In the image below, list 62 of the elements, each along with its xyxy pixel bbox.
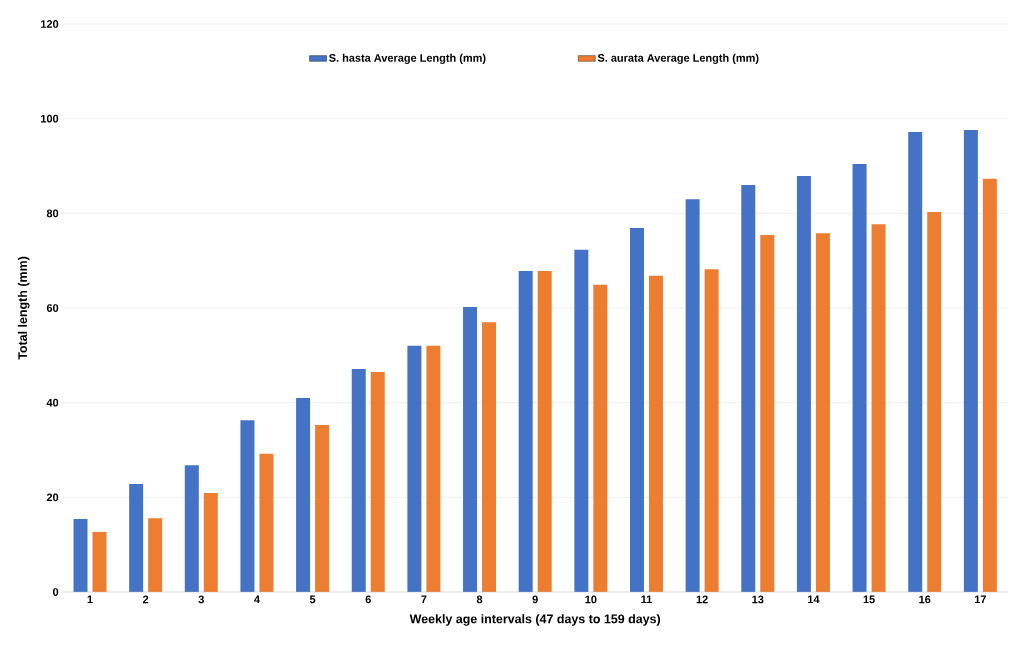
x-tick-label: 8 bbox=[476, 595, 483, 604]
bar bbox=[593, 284, 608, 592]
x-tick-label: 2 bbox=[142, 595, 149, 604]
bar bbox=[315, 424, 330, 592]
bar bbox=[482, 322, 497, 592]
bar bbox=[518, 271, 533, 592]
y-tick-label: 80 bbox=[46, 209, 59, 218]
bar bbox=[648, 275, 663, 592]
bar bbox=[852, 164, 867, 592]
bar bbox=[370, 371, 385, 592]
bar bbox=[184, 465, 199, 592]
y-tick-label: 20 bbox=[46, 493, 59, 502]
bar bbox=[963, 130, 978, 592]
x-tick-label: 9 bbox=[532, 595, 538, 604]
bar bbox=[407, 345, 422, 592]
bar bbox=[92, 531, 107, 592]
x-tick-label: 12 bbox=[696, 595, 708, 604]
x-tick-label: 17 bbox=[974, 595, 986, 604]
bar bbox=[982, 178, 997, 592]
bar bbox=[73, 519, 88, 592]
bar bbox=[574, 249, 589, 592]
x-tick-label: 16 bbox=[919, 595, 931, 604]
y-tick-label: 100 bbox=[41, 114, 59, 123]
bar bbox=[927, 211, 942, 592]
bar bbox=[704, 269, 719, 592]
x-tick-label: 11 bbox=[641, 595, 652, 604]
x-tick-label: 3 bbox=[198, 595, 204, 604]
y-tick-label: 60 bbox=[46, 304, 59, 312]
legend-label: S. aurata Average Length (mm) bbox=[597, 53, 759, 65]
bar bbox=[537, 271, 552, 592]
bar bbox=[240, 420, 255, 592]
x-tick-label: 7 bbox=[421, 595, 427, 604]
bar bbox=[129, 484, 144, 592]
bar bbox=[148, 518, 163, 592]
x-axis-title: Weekly age intervals (47 days to 159 days) bbox=[409, 614, 661, 626]
x-tick-label: 5 bbox=[309, 595, 316, 604]
legend-label: S. hasta Average Length (mm) bbox=[329, 53, 486, 65]
bar bbox=[685, 199, 700, 592]
bar bbox=[908, 131, 923, 592]
x-tick-label: 15 bbox=[863, 595, 875, 604]
x-tick-label: 4 bbox=[254, 595, 260, 604]
bar bbox=[351, 369, 366, 592]
x-tick-label: 1 bbox=[87, 595, 93, 604]
y-tick-label: 40 bbox=[46, 398, 59, 407]
y-axis-title: Total length (mm) bbox=[17, 256, 30, 360]
bar bbox=[463, 307, 478, 592]
bar bbox=[203, 493, 218, 592]
x-tick-label: 13 bbox=[752, 595, 764, 604]
bar bbox=[426, 345, 441, 592]
bar bbox=[760, 235, 775, 592]
x-tick-label: 6 bbox=[365, 595, 371, 604]
x-tick-label: 14 bbox=[808, 595, 820, 604]
bar bbox=[796, 175, 811, 592]
bar bbox=[871, 224, 886, 592]
bar bbox=[741, 184, 756, 592]
x-tick-label: 10 bbox=[585, 595, 597, 604]
bar bbox=[259, 453, 274, 592]
bar bbox=[629, 228, 644, 592]
y-tick-label: 120 bbox=[41, 20, 59, 28]
bar bbox=[815, 233, 830, 592]
y-tick-label: 0 bbox=[53, 588, 59, 596]
bar bbox=[296, 397, 311, 592]
